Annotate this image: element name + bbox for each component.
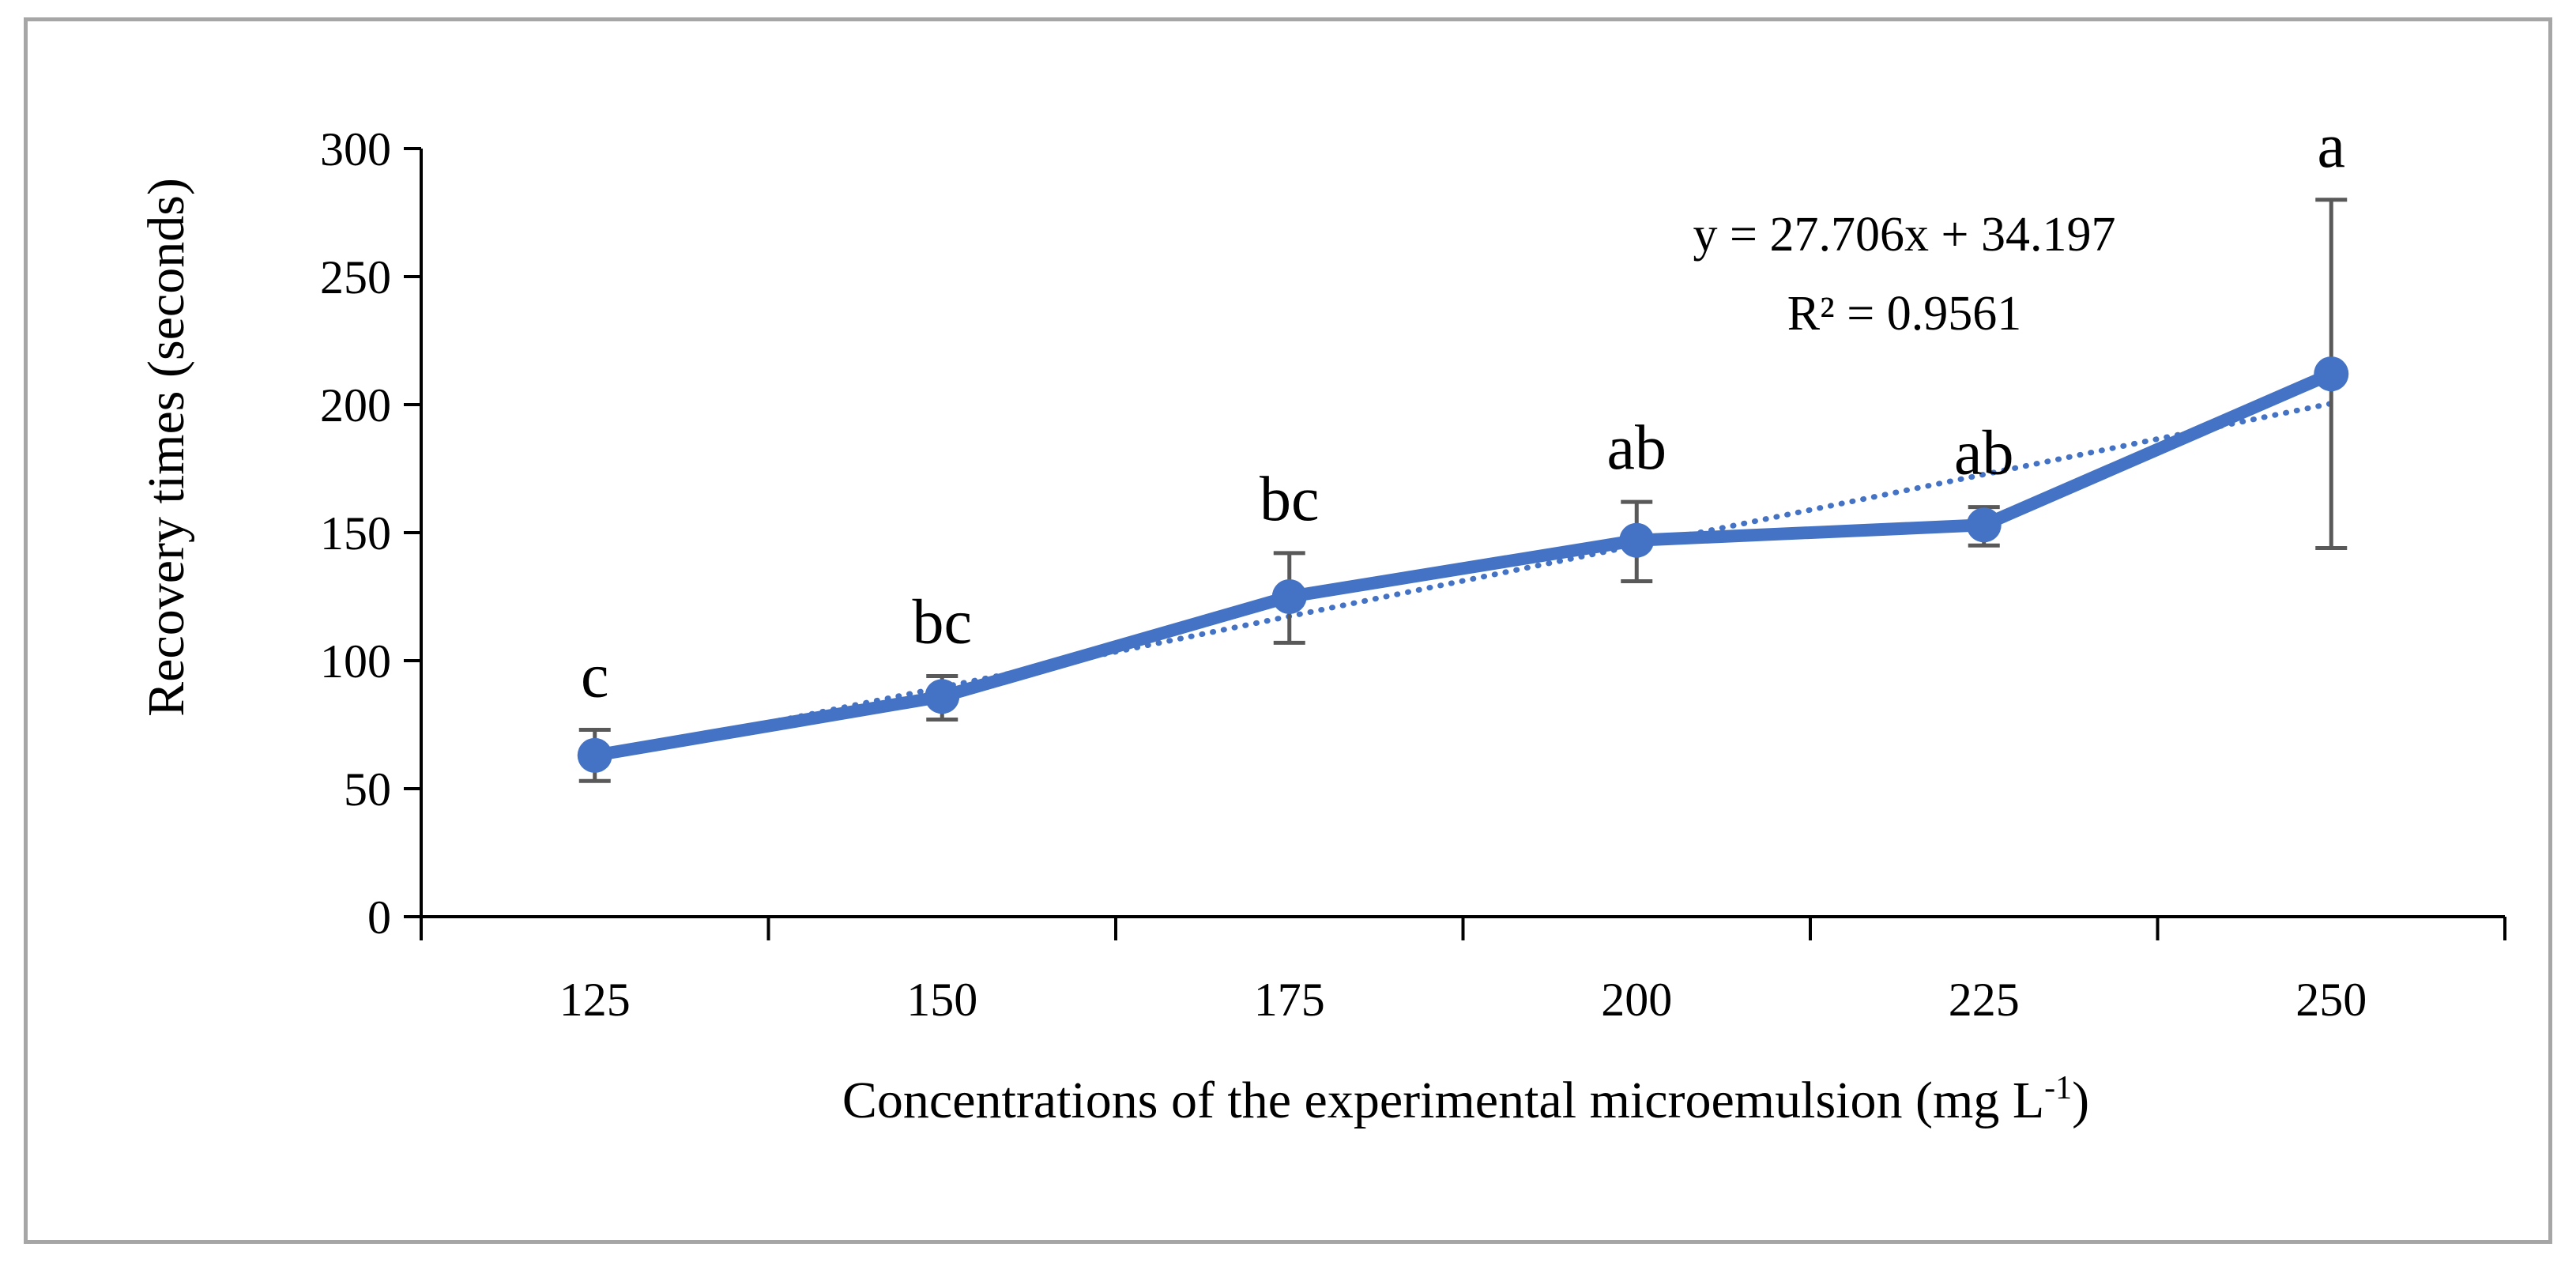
y-tick-label: 100 [320, 635, 391, 688]
y-tick-label: 200 [320, 379, 391, 431]
x-tick-label: 125 [559, 974, 631, 1026]
y-tick-label: 300 [320, 123, 391, 175]
significance-label: ab [1606, 413, 1666, 483]
trendline-equation: y = 27.706x + 34.197 [1693, 208, 2116, 262]
axes: 0 50 100 150 200 250 300 125 150 175 200 225 250 [320, 123, 2506, 1026]
x-tick-label: 225 [1949, 974, 2020, 1026]
x-axis-title-suffix: ) [2072, 1072, 2089, 1129]
x-tick-label: 175 [1254, 974, 1325, 1026]
y-tick-label: 0 [367, 891, 391, 944]
x-tick-label: 250 [2295, 974, 2367, 1026]
y-tick-label: 50 [344, 763, 391, 816]
y-tick-label: 250 [320, 251, 391, 303]
significance-label: ab [1954, 419, 2014, 488]
significance-label: c [581, 641, 609, 710]
error-bars [578, 198, 2348, 783]
data-point [2314, 356, 2349, 392]
series-line [588, 367, 2338, 762]
data-point [925, 679, 960, 714]
data-point [1966, 507, 2002, 543]
x-axis-title-superscript: -1 [2044, 1070, 2072, 1106]
y-tick-label: 150 [320, 507, 391, 560]
labels: c bc bc ab ab a [581, 111, 2345, 711]
data-point [1271, 579, 1307, 614]
data-point [577, 737, 612, 773]
trendline [592, 401, 2334, 761]
trendline-r-squared: R² = 0.9561 [1787, 287, 2021, 341]
trendline-line [592, 401, 2334, 761]
x-axis-title-main: Concentrations of the experimental micro… [842, 1072, 2044, 1129]
x-axis-title: Concentrations of the experimental micro… [842, 1070, 2089, 1129]
significance-label: bc [912, 587, 972, 657]
data-series [577, 356, 2349, 773]
y-axis-title: Recovery times (seconds) [137, 178, 195, 717]
significance-label: bc [1260, 465, 1320, 534]
significance-label: a [2317, 111, 2345, 181]
data-point [1619, 522, 1655, 558]
x-tick-label: 150 [906, 974, 977, 1026]
x-tick-label: 200 [1601, 974, 1672, 1026]
